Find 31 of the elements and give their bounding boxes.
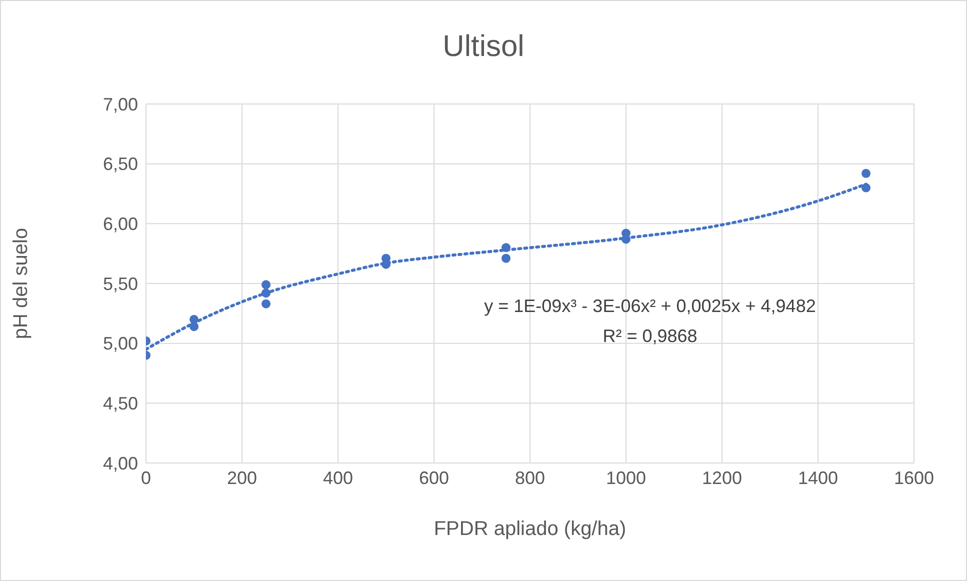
point [501, 243, 511, 252]
point [261, 280, 271, 290]
x-tick-label: 400 [322, 468, 354, 488]
y-tick-label: 7,00 [102, 94, 138, 114]
y-tick-label: 5,00 [102, 334, 138, 354]
x-tick-label: 200 [226, 468, 258, 488]
y-tick-label: 4,00 [102, 453, 138, 474]
point [501, 254, 511, 263]
y-tick-label: 6,50 [102, 154, 138, 174]
y-tick-label: 6,00 [102, 214, 138, 234]
y-tick-label: 5,50 [102, 274, 138, 294]
point [861, 183, 871, 192]
x-tick-label: 1200 [702, 468, 742, 488]
x-tick-label: 1000 [606, 468, 646, 488]
point [861, 168, 871, 178]
point [189, 322, 199, 332]
chart-title: Ultisol [442, 30, 526, 64]
x-tick-label: 0 [140, 468, 152, 488]
x-tick-label: 1400 [798, 468, 838, 488]
x-tick-label: 1600 [894, 468, 934, 488]
point [621, 234, 631, 244]
y-axis-title: pH del suelo [10, 228, 32, 340]
y-tick-label: 4,50 [102, 394, 138, 414]
x-tick-label: 600 [418, 468, 450, 488]
point [261, 299, 271, 308]
x-axis-title: FPDR apliado (kg/ha) [434, 518, 626, 540]
x-tick-label: 800 [514, 468, 546, 488]
annotation: y = 1E-09x³ - 3E-06x² + 0,0025x + 4,9482 [483, 296, 817, 317]
point [381, 260, 391, 269]
point [261, 288, 271, 298]
annotation: R² = 0,9868 [602, 326, 698, 347]
